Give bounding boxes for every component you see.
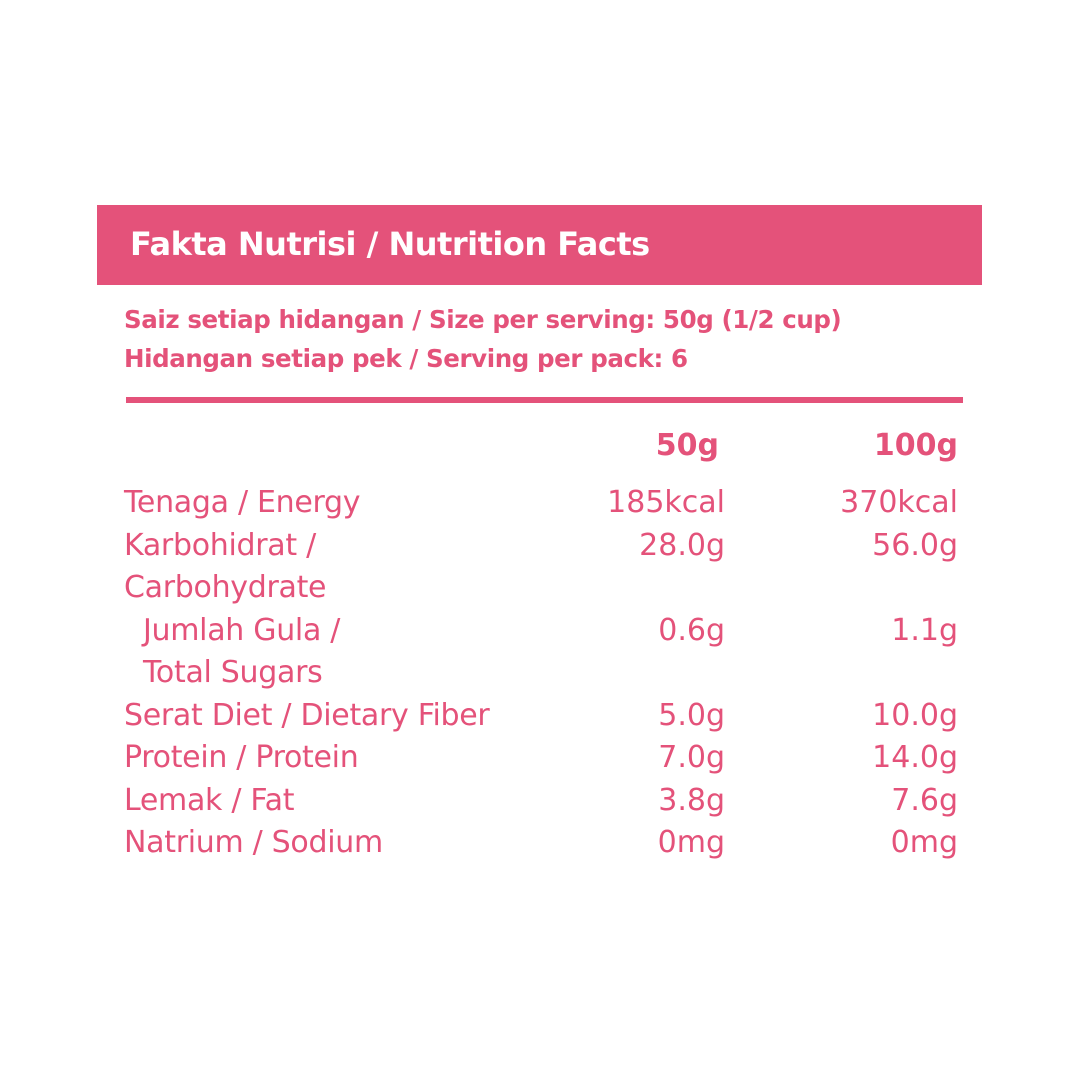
- nutrition-row: Protein / Protein 7.0g 14.0g: [124, 737, 958, 780]
- value-50g: 185kcal: [607, 485, 725, 520]
- value-50g: 28.0g: [639, 527, 725, 563]
- value-100g: 7.6g: [891, 782, 958, 818]
- nutrition-table: Tenaga / Energy 185kcal 370kcal Karbohidrat…: [124, 482, 958, 865]
- page-title: Fakta Nutrisi / Nutrition Facts: [130, 225, 650, 263]
- nutrition-row: Jumlah Gula / Total Sugars 0.6g 1.1g: [124, 610, 958, 695]
- nutrient-label: Serat Diet / Dietary Fiber: [124, 697, 490, 733]
- value-50g: 7.0g: [658, 740, 725, 775]
- value-100g: 56.0g: [872, 527, 958, 563]
- nutrition-row: Natrium / Sodium 0mg 0mg: [124, 822, 958, 865]
- nutrient-label: Karbohidrat /: [124, 527, 316, 563]
- nutrient-label: Protein / Protein: [124, 740, 359, 775]
- value-100g: 10.0g: [872, 697, 958, 733]
- value-100g: 14.0g: [872, 740, 958, 775]
- value-50g: 0mg: [657, 825, 725, 860]
- nutrient-label: Total Sugars: [143, 655, 323, 690]
- nutrition-row: Tenaga / Energy 185kcal 370kcal: [124, 482, 958, 525]
- nutrition-row: Karbohidrat / Carbohydrate 28.0g 56.0g: [124, 525, 958, 610]
- nutrient-label: Lemak / Fat: [124, 782, 295, 818]
- nutrient-label: Jumlah Gula /: [143, 612, 341, 648]
- nutrition-row: Lemak / Fat 3.8g 7.6g: [124, 780, 958, 823]
- value-50g: 3.8g: [658, 782, 725, 818]
- value-100g: 1.1g: [891, 612, 958, 648]
- nutrition-row: Serat Diet / Dietary Fiber 5.0g 10.0g: [124, 695, 958, 738]
- nutrient-label: Carbohydrate: [124, 570, 327, 605]
- column-header-50g: 50g: [655, 428, 719, 463]
- value-100g: 370kcal: [840, 485, 958, 520]
- value-50g: 5.0g: [658, 697, 725, 733]
- servings-per-pack: Hidangan setiap pek / Serving per pack: …: [124, 344, 688, 373]
- divider: [126, 397, 963, 403]
- value-50g: 0.6g: [658, 612, 725, 648]
- title-banner: Fakta Nutrisi / Nutrition Facts: [97, 205, 982, 285]
- column-header-100g: 100g: [873, 428, 958, 463]
- serving-size: Saiz setiap hidangan / Size per serving:…: [124, 305, 842, 334]
- value-100g: 0mg: [890, 825, 958, 860]
- nutrient-label: Tenaga / Energy: [124, 485, 361, 520]
- nutrient-label: Natrium / Sodium: [124, 825, 383, 860]
